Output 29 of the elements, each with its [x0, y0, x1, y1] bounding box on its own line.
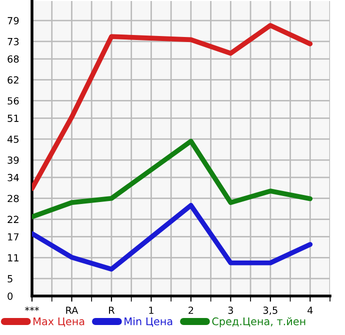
y-tick-label: 79	[8, 17, 19, 24]
x-tick-label: R	[109, 306, 115, 314]
y-tick-label: 62	[8, 76, 18, 84]
y-tick-label: 45	[7, 136, 19, 143]
y-tick-label: 17	[8, 233, 19, 240]
x-tick-label: 3	[228, 306, 233, 314]
y-tick-label: 39	[8, 156, 19, 164]
y-tick-label: 56	[8, 97, 19, 105]
x-tick-label: 2	[188, 306, 194, 314]
y-tick-label: 11	[8, 254, 18, 262]
y-tick-label: 28	[8, 194, 19, 202]
line-series	[32, 22, 313, 192]
x-tick-label: 3,5	[263, 306, 278, 315]
x-tick-label: ***	[25, 306, 39, 312]
legend-label: Сред.Цена, т.йен	[212, 317, 306, 328]
x-tick-label: RA	[66, 306, 78, 314]
y-tick-label: 0	[8, 292, 13, 300]
y-tick-label: 68	[8, 55, 19, 63]
y-tick-label: 22	[8, 216, 18, 223]
line-series	[32, 202, 313, 272]
y-tick-label: 34	[8, 174, 19, 182]
line-series	[32, 138, 313, 220]
legend-label: Min Цена	[124, 317, 172, 327]
y-tick-label: 73	[8, 38, 19, 46]
y-tick-label: 51	[8, 114, 18, 122]
y-tick-label: 5	[8, 275, 12, 282]
x-tick-label: 1	[149, 306, 154, 314]
x-tick-label: 4	[308, 306, 313, 314]
legend-label: Max Цена	[34, 318, 84, 327]
